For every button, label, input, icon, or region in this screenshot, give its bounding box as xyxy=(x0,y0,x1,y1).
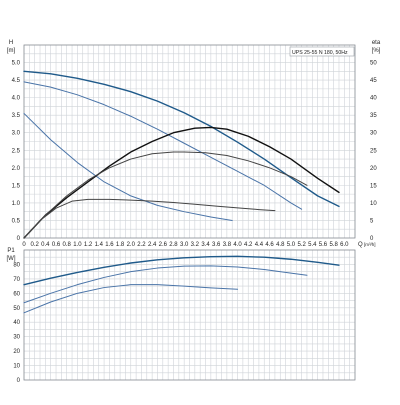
x-tick-label: 1.8 xyxy=(116,242,125,248)
y2-tick-label: 20 xyxy=(370,166,377,172)
p1-tick-label: 60 xyxy=(13,291,20,297)
y-tick-label: 5.0 xyxy=(12,61,21,67)
head-curve-3 xyxy=(23,112,233,221)
x-tick-label: 4.6 xyxy=(265,242,274,248)
p1-tick-label: 30 xyxy=(13,335,20,341)
power-curve-2 xyxy=(23,265,308,304)
y2-tick-label: 10 xyxy=(370,201,377,207)
x-tick-label: 0.2 xyxy=(31,242,40,248)
x-tick-label: 2.8 xyxy=(169,242,178,248)
y-tick-label: 0 xyxy=(17,236,21,242)
y-tick-label: 4.5 xyxy=(12,78,21,84)
y2-tick-label: 0 xyxy=(370,236,374,242)
y2-tick-label: 50 xyxy=(370,61,377,67)
p1-tick-label: 50 xyxy=(13,306,20,312)
y-tick-label: 0.5 xyxy=(12,218,21,224)
x-tick-label: 2.4 xyxy=(148,242,157,248)
y2-tick-label: 30 xyxy=(370,131,377,137)
x-tick-label: 5.2 xyxy=(297,242,306,248)
y2-axis-label: eta xyxy=(372,40,381,46)
y-axis-unit: [m] xyxy=(7,48,16,54)
p1-axis-label: P1 xyxy=(7,248,15,254)
x-tick-label: 6.0 xyxy=(340,242,349,248)
x-tick-label: 3.2 xyxy=(191,242,200,248)
y-tick-label: 2.0 xyxy=(12,166,21,172)
head-curve-2 xyxy=(23,81,303,210)
x-tick-label: 0.8 xyxy=(63,242,72,248)
x-tick-label: 4.4 xyxy=(255,242,264,248)
y2-tick-label: 5 xyxy=(370,218,374,224)
plot-frame-upper xyxy=(23,44,356,239)
p1-tick-label: 0 xyxy=(17,378,21,384)
x-tick-label: 0 xyxy=(22,242,26,248)
x-tick-label: 3.8 xyxy=(223,242,232,248)
y2-tick-label: 35 xyxy=(370,113,377,119)
x-tick-label: 5.0 xyxy=(287,242,296,248)
x-tick-label: 0.4 xyxy=(41,242,50,248)
x-tick-label: 4.0 xyxy=(233,242,242,248)
y2-tick-label: 40 xyxy=(370,96,377,102)
x-tick-label: 1.6 xyxy=(105,242,114,248)
legend-text: UPS 25-55 N 180, 50Hz xyxy=(292,50,348,56)
x-tick-label: 5.6 xyxy=(319,242,328,248)
efficiency-curve-6 xyxy=(23,198,276,239)
power-curve-3 xyxy=(23,284,239,314)
x-tick-label: 2.0 xyxy=(127,242,136,248)
y2-tick-label: 25 xyxy=(370,148,377,154)
y-tick-label: 2.5 xyxy=(12,148,21,154)
x-tick-label: 4.2 xyxy=(244,242,253,248)
plot-frame-lower xyxy=(23,249,356,381)
power-curve-1 xyxy=(23,255,340,286)
x-tick-label: 1.0 xyxy=(73,242,82,248)
p1-tick-label: 40 xyxy=(13,320,20,326)
y-tick-label: 1.5 xyxy=(12,183,21,189)
p1-tick-label: 80 xyxy=(13,262,20,268)
x-tick-label: 3.0 xyxy=(180,242,189,248)
y2-tick-label: 45 xyxy=(370,78,377,84)
y2-axis-unit: [%] xyxy=(372,48,381,54)
p1-tick-label: 10 xyxy=(13,364,20,370)
legend-box xyxy=(289,46,355,57)
y-tick-label: 3.0 xyxy=(12,131,21,137)
y2-tick-label: 15 xyxy=(370,183,377,189)
y-tick-label: 4.0 xyxy=(12,96,21,102)
x-tick-label: 2.2 xyxy=(137,242,146,248)
efficiency-curve-5 xyxy=(23,151,308,239)
x-tick-label: 0.6 xyxy=(52,242,61,248)
y-axis-label: H xyxy=(9,40,13,46)
x-tick-label: 3.4 xyxy=(201,242,210,248)
p1-tick-label: 70 xyxy=(13,277,20,283)
p1-tick-label: 20 xyxy=(13,349,20,355)
head-curve-1 xyxy=(23,70,340,208)
p1-axis-unit: [W] xyxy=(7,256,16,262)
x-tick-label: 5.8 xyxy=(329,242,338,248)
x-axis-label: Q xyxy=(358,242,363,248)
efficiency-curve-4 xyxy=(23,126,340,239)
x-tick-label: 2.6 xyxy=(159,242,168,248)
x-tick-label: 3.6 xyxy=(212,242,221,248)
y-tick-label: 1.0 xyxy=(12,201,21,207)
y-tick-label: 3.5 xyxy=(12,113,21,119)
x-tick-label: 4.8 xyxy=(276,242,285,248)
x-axis-unit: [m³/h] xyxy=(364,242,376,247)
x-tick-label: 1.4 xyxy=(95,242,104,248)
x-tick-label: 5.4 xyxy=(308,242,317,248)
x-tick-label: 1.2 xyxy=(84,242,93,248)
